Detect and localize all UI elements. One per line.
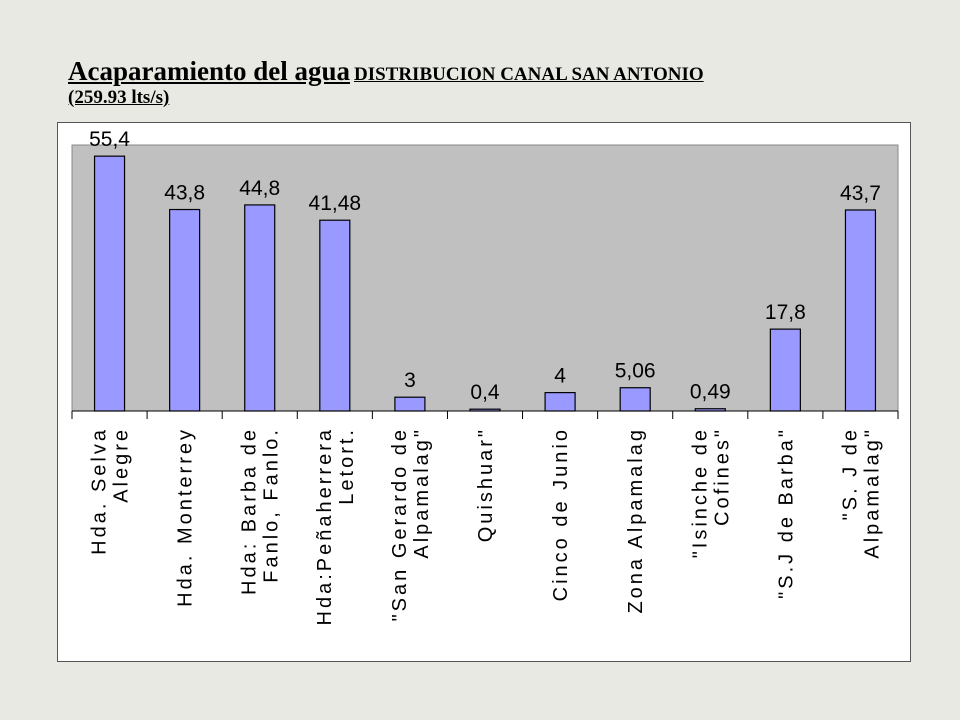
plot-background [71,144,899,412]
category-label-line: Alpamalag" [411,427,433,559]
bar-value-label: 43,8 [164,182,205,205]
category-label: "San Gerardo de Alpamalag" [389,427,433,621]
category-label: Quishuar" [475,427,497,542]
title-main: Acaparamiento del agua [68,56,350,86]
bar-value-label: 17,8 [765,301,806,324]
category-label-line: Zona Alpamalag [625,427,647,614]
category-label-line: Hda: Barba de [239,427,261,595]
bar-value-label: 55,4 [89,128,130,151]
bar [619,387,651,412]
category-label-line: Hda. Monterrey [175,427,197,607]
category-label-line: Alegre [111,427,133,503]
x-axis [71,410,899,419]
title-line2: (259.93 lts/s) [68,87,170,109]
category-label: "S. J de Alpamalag" [839,427,883,559]
category-label-line: "San Gerardo de [389,427,411,621]
category-label: Hda. Selva Alegre [89,427,133,555]
category-label: "S.J de Barba" [775,427,797,599]
category-label: Hda:Peñaherrera Letort. [314,427,358,625]
bar [169,208,201,412]
category-label: Hda. Monterrey [175,427,197,607]
category-label-line: Fanlo, Fanlo. [261,427,283,583]
value-labels-group: 55,4 43,8 44,8 41,48 3 0,4 4 5,06 0,49 17,8 43,7 [89,128,881,404]
bar-value-label: 41,48 [309,192,362,215]
bar-value-label: 0,4 [470,381,500,404]
bar-value-label: 5,06 [615,360,656,383]
title-sub: DISTRIBUCION CANAL SAN ANTONIO [353,64,704,85]
category-label-line: "S. J de [839,427,861,520]
bar-value-label: 43,7 [840,182,881,205]
category-label-line: Quishuar" [475,427,497,542]
bar [844,209,877,412]
category-label-line: Alpamalag" [861,427,883,559]
category-label: Cinco de Junio [550,427,572,601]
bars-group [93,155,877,412]
bar-value-label: 44,8 [239,177,280,200]
bar [394,396,426,412]
category-label-line: Hda. Selva [89,427,111,555]
bar-value-label: 3 [404,369,416,392]
bar-chart: 55,4 43,8 44,8 41,48 3 0,4 4 5,06 0,49 17,8 43,7 H… [71,128,899,625]
category-label: Hda: Barba de Fanlo, Fanlo. [239,427,283,595]
bar [244,204,276,412]
bar [769,328,801,412]
category-label-line: Hda:Peñaherrera [314,427,336,625]
category-label-line: "S.J de Barba" [775,427,797,599]
category-label-line: Cofines" [711,427,733,526]
bar-value-label: 4 [554,365,566,388]
category-label-line: "Isinche de [689,427,711,558]
category-label: "Isinche de Cofines" [689,427,733,558]
bar [93,155,126,412]
category-label: Zona Alpamalag [625,427,647,614]
bar [319,219,351,412]
chart-area: 55,4 43,8 44,8 41,48 3 0,4 4 5,06 0,49 17,8 43,7 H… [57,122,911,662]
chart-title: Acaparamiento del agua DISTRIBUCION CANA… [68,56,908,109]
category-label-line: Cinco de Junio [550,427,572,601]
category-label-line: Letort. [336,427,358,505]
category-labels-group: Hda. Selva Alegre Hda. Monterrey Hda: Barba… [89,427,884,625]
bar [544,392,576,412]
bar-value-label: 0,49 [690,381,731,404]
